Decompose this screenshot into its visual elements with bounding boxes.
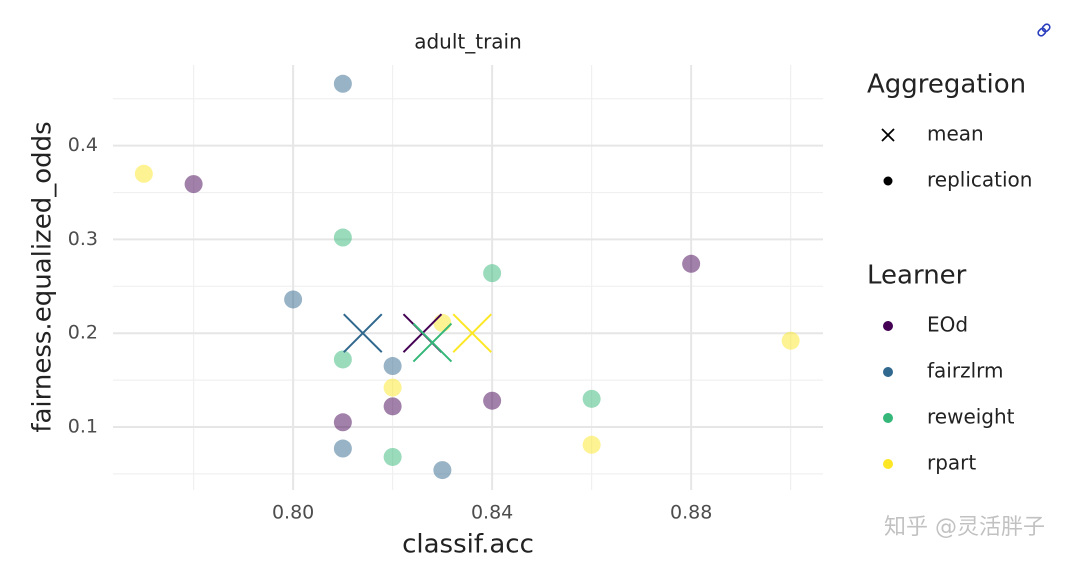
point — [134, 164, 153, 183]
legend-title: Aggregation — [867, 70, 1026, 100]
mean-marker — [881, 128, 895, 142]
point — [333, 413, 352, 432]
point — [582, 435, 601, 454]
point — [483, 264, 502, 283]
point — [682, 254, 701, 273]
y-tick-label: 0.1 — [68, 415, 98, 437]
legend-symbol — [883, 367, 893, 377]
point — [383, 378, 402, 397]
point — [333, 350, 352, 369]
legend-label: mean — [927, 122, 984, 146]
watermark: 知乎 @灵活胖子 — [884, 515, 1045, 540]
legend-label: replication — [927, 168, 1032, 192]
legend-title: Learner — [867, 261, 967, 291]
chart-title: adult_train — [414, 30, 522, 54]
point — [383, 357, 402, 376]
legend-label: rpart — [927, 451, 976, 475]
mean-marker — [343, 313, 383, 353]
link-icon[interactable] — [1037, 23, 1051, 37]
point — [433, 313, 452, 332]
point — [333, 228, 352, 247]
point — [333, 74, 352, 93]
x-tick-label: 0.84 — [471, 502, 513, 524]
mean-marker — [452, 313, 492, 353]
point — [333, 439, 352, 458]
legend-symbol — [883, 413, 893, 423]
mean-marker — [412, 322, 453, 363]
y-tick-label: 0.2 — [68, 322, 98, 344]
x-tick-label: 0.80 — [272, 502, 314, 524]
point — [383, 397, 402, 416]
legend-label: fairzlrm — [927, 359, 1003, 383]
point — [582, 389, 601, 408]
point — [781, 331, 800, 350]
point — [383, 447, 402, 466]
point — [433, 461, 452, 480]
legend-label: EOd — [927, 313, 968, 337]
legend-symbol — [883, 459, 893, 469]
point — [284, 290, 303, 309]
point — [483, 391, 502, 410]
x-tick-label: 0.88 — [670, 502, 712, 524]
x-axis-label: classif.acc — [402, 530, 534, 560]
legend-symbol — [883, 176, 893, 186]
y-tick-label: 0.3 — [68, 228, 98, 250]
y-axis-label: fairness.equalized_odds — [28, 121, 58, 432]
y-tick-label: 0.4 — [68, 134, 98, 156]
legend-label: reweight — [927, 405, 1015, 429]
legend-symbol — [883, 321, 893, 331]
point — [184, 175, 203, 194]
